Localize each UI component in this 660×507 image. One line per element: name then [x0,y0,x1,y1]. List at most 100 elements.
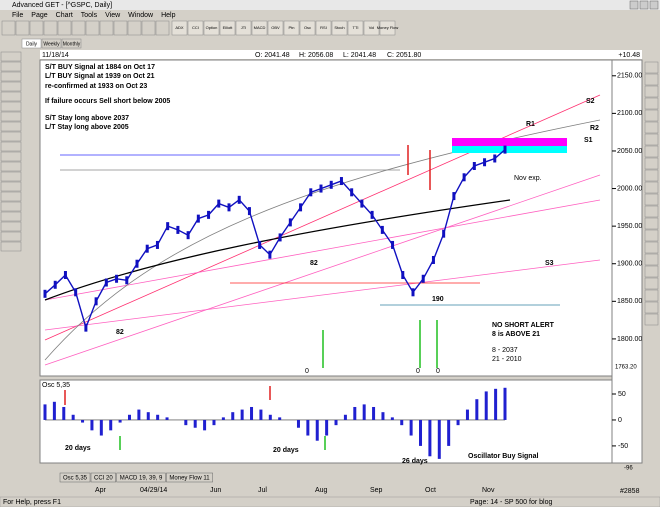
indicator-label[interactable]: JTI [241,25,247,30]
side-tool[interactable] [0,121,22,132]
tool-button[interactable] [1,20,16,36]
right-tool[interactable] [644,157,659,170]
panel-tab-frame[interactable] [90,472,116,483]
side-tool[interactable] [0,71,22,82]
tool-button[interactable] [29,20,44,36]
right-tool[interactable] [644,169,659,182]
side-tool[interactable] [0,51,22,62]
indicator-label[interactable]: Elliott [223,25,234,30]
indicator-label[interactable]: Option [206,25,218,30]
tool-button[interactable] [141,20,156,36]
menu-item[interactable]: View [105,12,121,19]
tool-button[interactable] [113,20,128,36]
indicator-button[interactable] [187,20,204,36]
side-tool[interactable] [0,191,22,202]
indicator-label[interactable]: Vol [369,25,375,30]
indicator-button[interactable] [283,20,300,36]
tool-button[interactable] [155,20,170,36]
right-tool[interactable] [644,241,659,254]
right-tool[interactable] [644,193,659,206]
indicator-button[interactable] [251,20,268,36]
right-tool[interactable] [644,205,659,218]
menu-item[interactable]: Window [128,12,154,19]
panel-tab[interactable]: CCI 20 [94,476,113,482]
indicator-button[interactable] [219,20,236,36]
tool-button[interactable] [85,20,100,36]
menu-item[interactable]: Help [161,12,176,19]
right-tool[interactable] [644,277,659,290]
side-tool[interactable] [0,241,22,252]
indicator-button[interactable] [331,20,348,36]
right-tool[interactable] [644,181,659,194]
side-tool[interactable] [0,161,22,172]
indicator-button[interactable] [171,20,188,36]
right-tool[interactable] [644,229,659,242]
panel-tab-frame[interactable] [116,472,166,483]
indicator-button[interactable] [299,20,316,36]
panel-tab[interactable]: Osc 5,35 [63,476,88,482]
side-tool[interactable] [0,181,22,192]
side-tool[interactable] [0,91,22,102]
indicator-label[interactable]: Stoch [334,25,344,30]
right-tool[interactable] [644,289,659,302]
right-tool[interactable] [644,265,659,278]
minimize-button[interactable] [629,0,639,10]
side-tool[interactable] [0,171,22,182]
indicator-button[interactable] [363,20,380,36]
right-tool[interactable] [644,301,659,314]
indicator-button[interactable] [267,20,284,36]
right-tool[interactable] [644,97,659,110]
tool-button[interactable] [15,20,30,36]
indicator-label[interactable]: RSI [320,25,327,30]
right-tool[interactable] [644,253,659,266]
side-tool[interactable] [0,231,22,242]
tool-button[interactable] [99,20,114,36]
right-tool[interactable] [644,217,659,230]
panel-tab-frame[interactable] [59,472,91,483]
tool-button[interactable] [71,20,86,36]
right-tool[interactable] [644,145,659,158]
side-tool[interactable] [0,201,22,212]
tool-button[interactable] [57,20,72,36]
side-tool[interactable] [0,81,22,92]
maximize-button[interactable] [639,0,649,10]
menu-item[interactable]: File [12,12,23,19]
indicator-label[interactable]: Ptn [288,25,294,30]
indicator-button[interactable] [315,20,332,36]
indicator-button[interactable] [347,20,364,36]
right-tool[interactable] [644,61,659,74]
indicator-label[interactable]: OBV [271,25,280,30]
indicator-button[interactable] [379,20,396,36]
period-label[interactable]: Monthly [63,41,81,47]
menu-item[interactable]: Chart [56,12,73,19]
panel-tab[interactable]: MACD 19, 39, 9 [120,476,163,482]
side-tool[interactable] [0,151,22,162]
period-tab[interactable] [21,38,42,49]
indicator-label[interactable]: CCI [192,25,199,30]
indicator-button[interactable] [235,20,252,36]
tool-button[interactable] [127,20,142,36]
panel-tab[interactable]: Money Flow 11 [169,476,210,482]
side-tool[interactable] [0,61,22,72]
right-tool[interactable] [644,313,659,326]
side-tool[interactable] [0,111,22,122]
panel-tab-frame[interactable] [166,472,213,483]
side-tool[interactable] [0,131,22,142]
right-tool[interactable] [644,109,659,122]
period-label[interactable]: Daily [26,41,38,47]
menu-item[interactable]: Page [31,12,47,19]
tool-button[interactable] [43,20,58,36]
period-tab[interactable] [61,38,82,49]
close-button[interactable] [649,0,659,10]
right-tool[interactable] [644,73,659,86]
menu-item[interactable]: Tools [81,12,98,19]
side-tool[interactable] [0,101,22,112]
indicator-label[interactable]: MACD [254,25,266,30]
indicator-label[interactable]: ADX [175,25,184,30]
indicator-label[interactable]: Osc [304,25,311,30]
right-tool[interactable] [644,121,659,134]
right-tool[interactable] [644,85,659,98]
right-tool[interactable] [644,133,659,146]
side-tool[interactable] [0,221,22,232]
indicator-label[interactable]: Money Flow [377,25,399,30]
